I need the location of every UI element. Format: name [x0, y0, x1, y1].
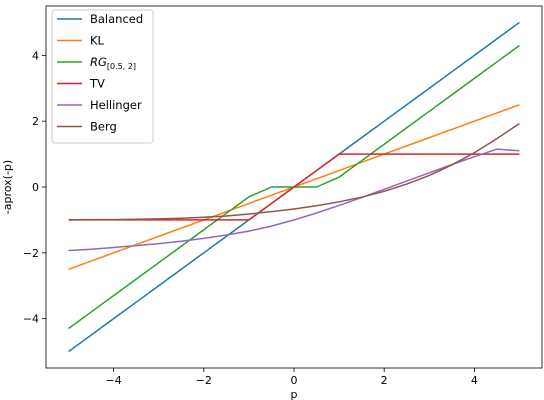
legend-label: Hellinger [90, 98, 142, 112]
legend-item: Hellinger [57, 98, 142, 112]
legend-box [51, 9, 154, 144]
legend-item: Balanced [57, 12, 143, 26]
x-axis-label: p [291, 388, 298, 400]
legend-label: Berg [90, 120, 117, 134]
y-tick-label: 4 [32, 49, 39, 62]
legend-item: TV [57, 77, 105, 91]
y-tick-label: −4 [23, 313, 39, 326]
y-tick-label: −2 [23, 247, 39, 260]
ticks-layer: −4 −2 0 2 4 −4 −2 0 2 4 [23, 49, 478, 387]
series-line-3 [68, 153, 520, 221]
legend-items: Balanced KL RG[0.5, 2] TV Hellinger Berg [57, 12, 143, 134]
series-layer [68, 21, 520, 353]
legend-item: Berg [57, 120, 117, 134]
x-tick-label: −2 [196, 374, 212, 387]
legend-label: RG[0.5, 2] [90, 55, 136, 71]
series-line-5 [68, 122, 520, 221]
x-tick-label: 2 [381, 374, 388, 387]
y-axis-label: -aprox(-p) [1, 160, 14, 214]
legend-label: KL [90, 34, 105, 48]
legend-label: TV [89, 77, 105, 91]
y-tick-label: 0 [32, 181, 39, 194]
legend-label: Balanced [90, 12, 143, 26]
x-tick-label: 4 [471, 374, 478, 387]
x-tick-label: −4 [106, 374, 122, 387]
legend-item: RG[0.5, 2] [57, 55, 136, 71]
legend-item: KL [57, 34, 105, 48]
x-tick-label: 0 [291, 374, 298, 387]
y-tick-label: 2 [32, 115, 39, 128]
series-line-4 [68, 148, 520, 252]
legend: Balanced KL RG[0.5, 2] TV Hellinger Berg [51, 9, 154, 144]
